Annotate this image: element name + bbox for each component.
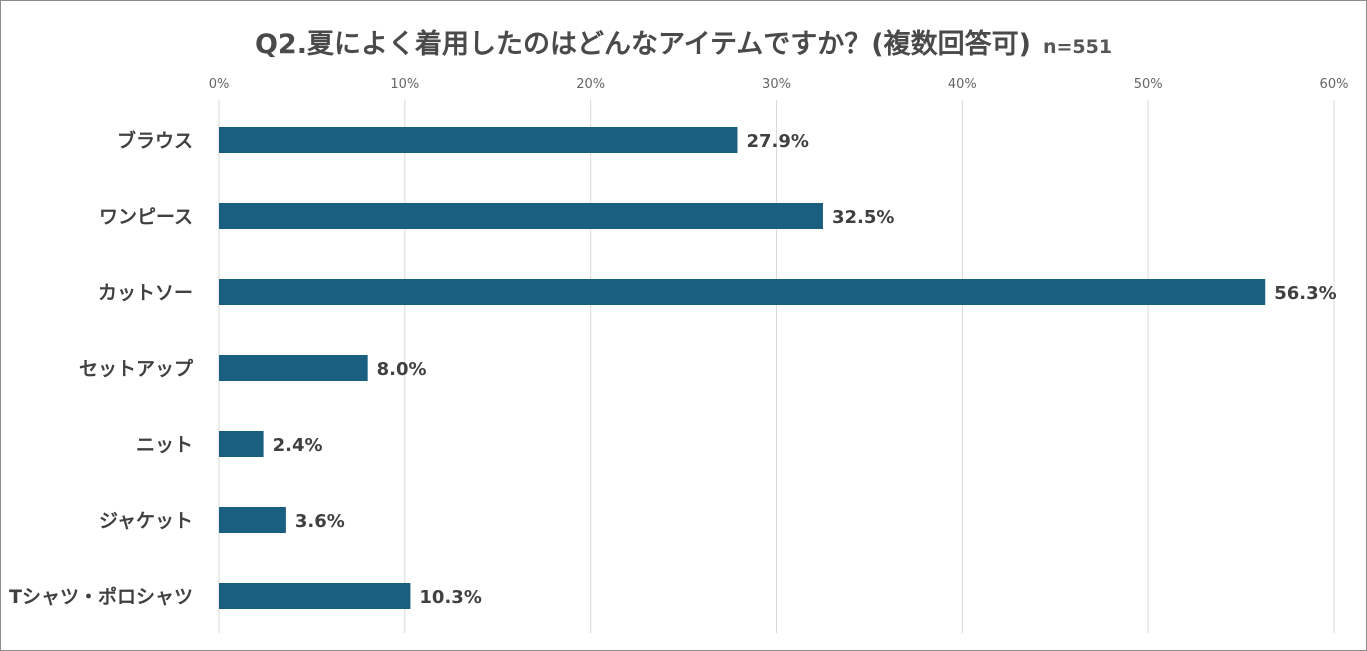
category-label: Tシャツ・ポロシャツ: [9, 585, 193, 608]
tick-label: 40%: [948, 77, 977, 92]
chart-title: Q2.夏によく着用したのはどんなアイテムですか？(複数回答可): [254, 29, 1031, 60]
tick-label: 0%: [209, 77, 230, 92]
category-label: ワンピース: [99, 206, 193, 228]
data-label: 32.5%: [832, 207, 894, 228]
bar: [219, 203, 823, 229]
bar: [219, 355, 368, 381]
category-label: セットアップ: [79, 357, 194, 380]
tick-label: 60%: [1320, 77, 1349, 92]
tick-labels: 0% 10% 20% 30% 40% 50% 60%: [209, 77, 1349, 92]
data-label: 2.4%: [273, 435, 323, 456]
data-label: 8.0%: [377, 359, 427, 380]
bar: [219, 507, 286, 533]
bars: [219, 127, 1266, 609]
gridlines: [218, 100, 1335, 633]
tick-label: 50%: [1134, 77, 1163, 92]
bar: [219, 279, 1266, 305]
data-label: 56.3%: [1274, 283, 1336, 304]
data-label: 10.3%: [419, 587, 481, 608]
category-label: ジャケット: [99, 510, 193, 532]
tick-label: 20%: [576, 77, 605, 92]
tick-label: 10%: [390, 77, 419, 92]
data-label: 3.6%: [295, 511, 345, 532]
chart-title-block: Q2.夏によく着用したのはどんなアイテムですか？(複数回答可) n=551: [0, 22, 1367, 61]
bar: [219, 127, 738, 153]
data-label: 27.9%: [746, 131, 808, 152]
bar: [219, 431, 264, 457]
value-labels: 27.9% 32.5% 56.3% 8.0% 2.4% 3.6% 10.3%: [273, 131, 1337, 608]
category-label: カットソー: [98, 282, 193, 304]
category-label: ブラウス: [117, 129, 193, 152]
tick-label: 30%: [762, 77, 791, 92]
chart-subtitle: n=551: [1042, 36, 1113, 58]
category-label: ニット: [136, 434, 193, 456]
bar: [219, 583, 411, 609]
